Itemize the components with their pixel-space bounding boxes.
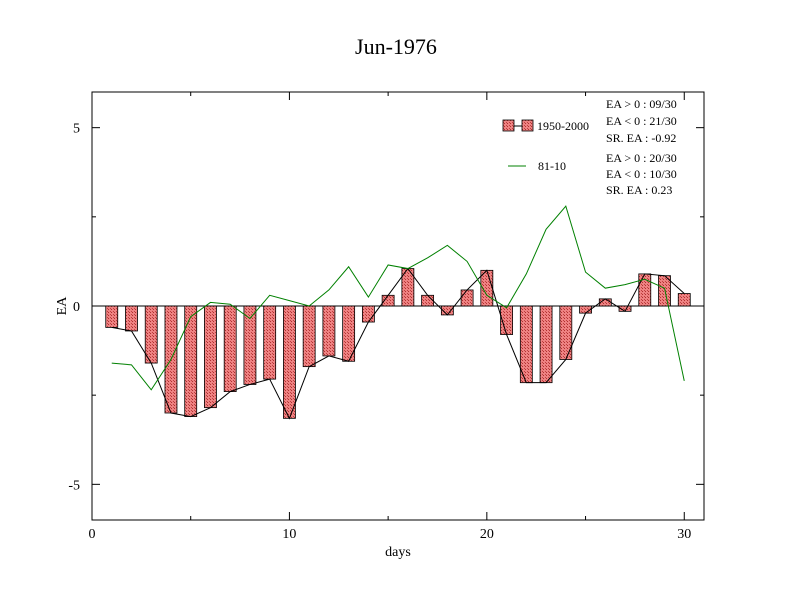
legend-swatch-1950-2000	[502, 119, 515, 132]
bar-day-14	[361, 305, 375, 323]
stat-81-10-positive: EA > 0 : 20/30	[606, 151, 677, 165]
bar-day-5	[184, 305, 198, 417]
legend-label-81-10: 81-10	[538, 159, 566, 173]
bar-day-1	[105, 305, 119, 328]
y-axis-label: EA	[55, 296, 70, 316]
stat-1950-2000-positive: EA > 0 : 09/30	[606, 97, 677, 111]
chart-title: Jun-1976	[355, 34, 437, 59]
y-tick-label--5: -5	[68, 478, 80, 493]
x-axis-label: days	[385, 545, 411, 560]
x-tick-label-20: 20	[480, 527, 494, 542]
bar-day-28	[638, 273, 652, 307]
y-tick-label-0: 0	[73, 300, 80, 315]
bar-day-12	[322, 305, 336, 357]
x-tick-label-0: 0	[89, 527, 96, 542]
bar-day-10	[283, 305, 296, 419]
axes: 0 10 20 30 -5 0 5	[68, 92, 704, 542]
bar-day-30	[677, 293, 691, 307]
bar-day-3	[144, 305, 158, 364]
legend-swatch-1950-2000-b	[521, 119, 534, 132]
x-tick-label-10: 10	[282, 527, 296, 542]
line-1950-2000	[111, 267, 685, 420]
bar-day-11	[302, 305, 316, 368]
bar-day-9	[263, 305, 277, 380]
bar-day-23	[539, 305, 553, 384]
bar-day-6	[204, 305, 217, 409]
stat-1950-2000-sr: SR. EA : -0.92	[606, 131, 676, 145]
stat-81-10-sr: SR. EA : 0.23	[606, 183, 672, 197]
legend-label-1950-2000: 1950-2000	[537, 119, 589, 133]
plot-area	[92, 205, 704, 420]
stats-block: EA > 0 : 09/30 EA < 0 : 21/30 SR. EA : -…	[606, 97, 677, 197]
bar-day-24	[559, 305, 573, 360]
bar-day-29	[658, 275, 671, 307]
stat-1950-2000-negative: EA < 0 : 21/30	[606, 114, 677, 128]
bar-day-7	[223, 305, 237, 392]
x-tick-label-30: 30	[677, 527, 691, 542]
legend: 1950-2000 81-10	[502, 119, 589, 173]
y-tick-label-5: 5	[73, 122, 80, 137]
bar-day-2	[125, 305, 138, 332]
bar-day-19	[460, 289, 474, 307]
line-81-10	[111, 205, 685, 391]
bar-day-17	[421, 294, 435, 307]
stat-81-10-negative: EA < 0 : 10/30	[606, 167, 677, 181]
